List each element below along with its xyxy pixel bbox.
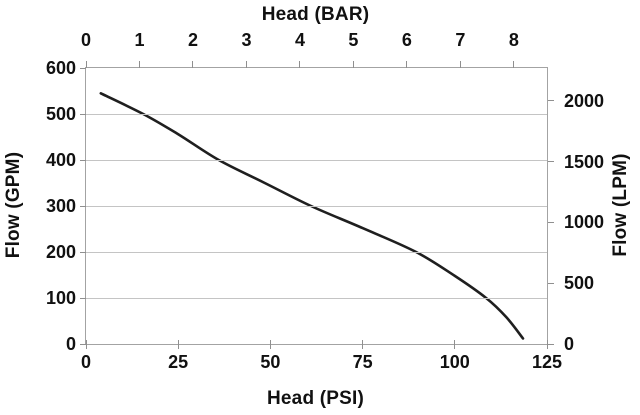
- top-axis-title: Head (BAR): [261, 4, 370, 25]
- right-tick-lpm-1500: [548, 161, 554, 163]
- left-tick-gpm-0: [80, 343, 86, 345]
- left-tick-gpm-300: [80, 205, 86, 207]
- top-tick-label-bar-6: 6: [401, 30, 412, 50]
- bottom-axis-title: Head (PSI): [266, 388, 365, 409]
- x-tick-psi-75: [362, 340, 364, 349]
- x-tick-psi-25: [177, 340, 179, 349]
- left-tick-label-gpm-600: 600: [45, 58, 76, 78]
- curve-layer: [99, 92, 525, 340]
- left-tick-label-gpm-400: 400: [45, 150, 76, 170]
- x-tick-label-psi-50: 50: [260, 352, 281, 372]
- gridline-gpm-400: [86, 159, 547, 161]
- x-tick-label-psi-0: 0: [80, 352, 91, 372]
- right-tick-lpm-500: [548, 282, 554, 284]
- gridline-gpm-200: [86, 251, 547, 253]
- left-tick-label-gpm-200: 200: [45, 242, 76, 262]
- left-axis-title: Flow (GPM): [3, 151, 24, 259]
- top-tick-bar-0: [85, 61, 87, 68]
- top-tick-label-bar-7: 7: [455, 30, 466, 50]
- top-tick-label-bar-0: 0: [80, 30, 91, 50]
- right-tick-label-lpm-500: 500: [564, 273, 595, 294]
- top-tick-bar-1: [138, 61, 140, 68]
- top-tick-label-bar-4: 4: [294, 30, 305, 50]
- x-tick-label-psi-75: 75: [352, 352, 373, 372]
- top-tick-bar-4: [299, 61, 301, 68]
- top-tick-label-bar-5: 5: [348, 30, 359, 50]
- right-tick-label-lpm-1500: 1500: [564, 151, 605, 172]
- left-tick-gpm-600: [80, 67, 86, 69]
- top-tick-bar-2: [192, 61, 194, 68]
- right-axis-title: Flow (LPM): [610, 153, 631, 257]
- top-tick-label-bar-2: 2: [187, 30, 198, 50]
- x-tick-label-psi-25: 25: [168, 352, 189, 372]
- top-tick-label-bar-3: 3: [241, 30, 252, 50]
- top-tick-bar-7: [459, 61, 461, 68]
- left-tick-label-gpm-500: 500: [45, 104, 76, 124]
- x-tick-label-psi-100: 100: [439, 352, 470, 372]
- right-tick-lpm-0: [548, 343, 554, 345]
- top-tick-label-bar-1: 1: [134, 30, 145, 50]
- x-tick-psi-125: [546, 340, 548, 349]
- x-tick-psi-100: [454, 340, 456, 349]
- top-tick-bar-6: [406, 61, 408, 68]
- right-tick-label-lpm-2000: 2000: [564, 90, 605, 111]
- x-tick-label-psi-125: 125: [531, 352, 563, 372]
- top-tick-bar-3: [245, 61, 247, 68]
- x-tick-psi-50: [269, 340, 271, 349]
- right-tick-lpm-2000: [548, 100, 554, 102]
- top-tick-bar-8: [513, 61, 515, 68]
- gridline-gpm-100: [86, 297, 547, 299]
- right-tick-label-lpm-0: 0: [564, 334, 575, 354]
- left-tick-gpm-400: [80, 159, 86, 161]
- pump-performance-curve: [99, 92, 525, 340]
- right-tick-lpm-1000: [548, 221, 554, 223]
- top-tick-label-bar-8: 8: [508, 30, 519, 50]
- gridline-gpm-500: [86, 113, 547, 115]
- left-tick-label-gpm-100: 100: [45, 288, 76, 308]
- plot-area: 0 25 50 75 100 125 0 1 2 3 4 5 6 7 8 0 100 200 300 400 500 60…: [46, 30, 604, 372]
- left-tick-label-gpm-300: 300: [45, 196, 76, 216]
- left-tick-gpm-200: [80, 251, 86, 253]
- left-tick-gpm-100: [80, 297, 86, 299]
- left-tick-gpm-500: [80, 113, 86, 115]
- right-tick-label-lpm-1000: 1000: [564, 212, 605, 233]
- gridline-gpm-300: [86, 205, 547, 207]
- top-tick-bar-5: [352, 61, 354, 68]
- x-tick-psi-0: [85, 340, 87, 349]
- left-tick-label-gpm-0: 0: [65, 334, 76, 354]
